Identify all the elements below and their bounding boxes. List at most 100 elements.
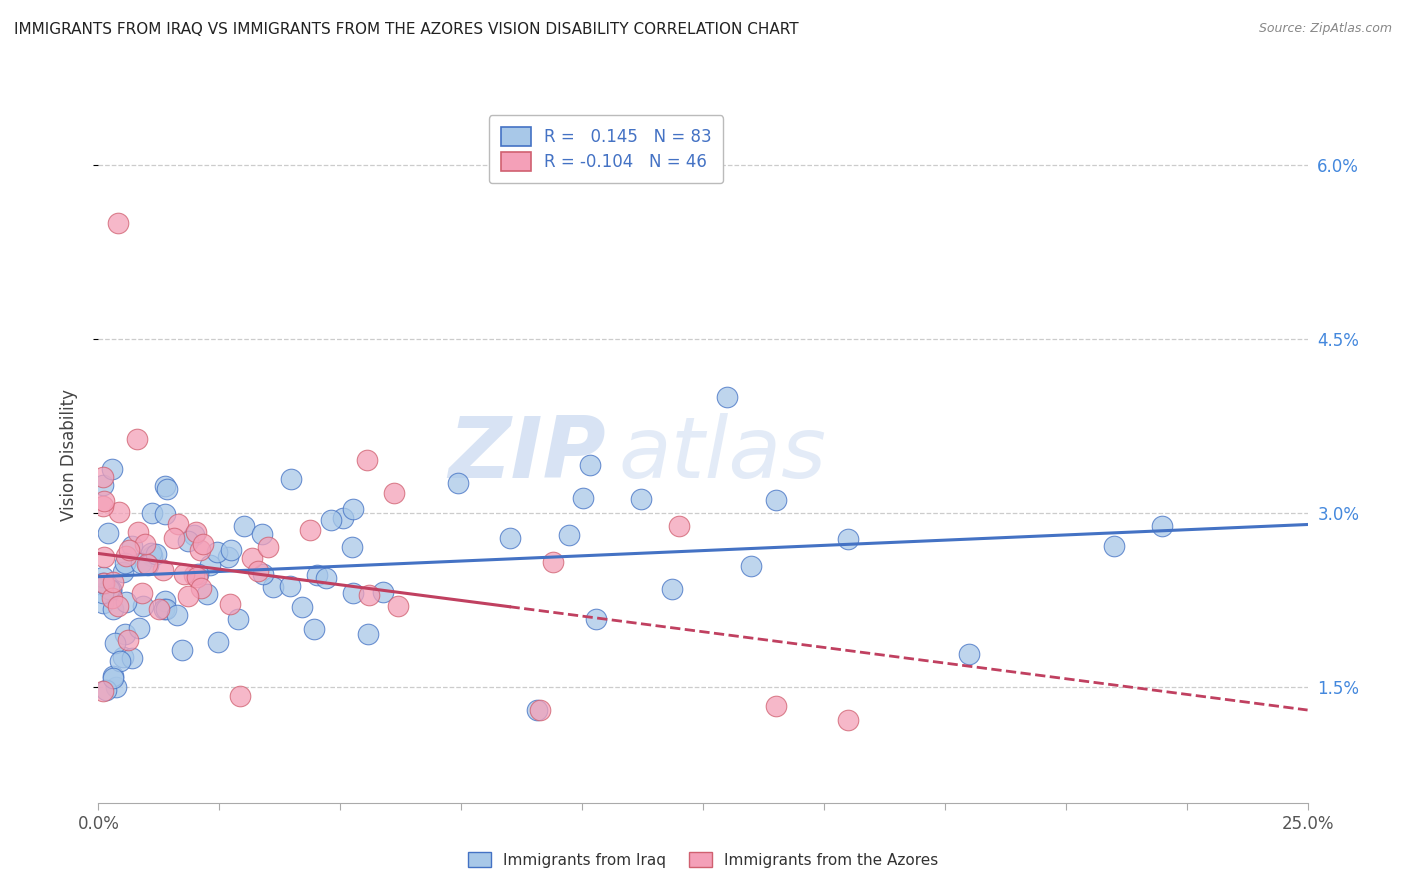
Point	[262, 580, 284, 594]
Point	[190, 582, 212, 596]
Point	[529, 702, 551, 716]
Point	[837, 713, 859, 727]
Point	[250, 527, 273, 541]
Point	[129, 557, 152, 571]
Point	[100, 582, 122, 597]
Point	[319, 512, 342, 526]
Point	[114, 627, 136, 641]
Point	[93, 549, 115, 564]
Point	[217, 550, 239, 565]
Point	[191, 537, 214, 551]
Point	[716, 390, 738, 404]
Point	[387, 599, 409, 614]
Point	[163, 531, 186, 545]
Point	[765, 492, 787, 507]
Point	[668, 519, 690, 533]
Point	[101, 669, 124, 683]
Point	[153, 594, 176, 608]
Point	[356, 453, 378, 467]
Point	[114, 595, 136, 609]
Point	[229, 689, 252, 703]
Point	[131, 585, 153, 599]
Text: atlas: atlas	[619, 413, 827, 497]
Point	[91, 576, 114, 591]
Point	[188, 543, 211, 558]
Point	[131, 599, 153, 614]
Point	[585, 612, 607, 626]
Point	[91, 570, 114, 584]
Point	[127, 525, 149, 540]
Point	[359, 588, 381, 602]
Point	[1102, 539, 1125, 553]
Point	[173, 567, 195, 582]
Point	[957, 648, 980, 662]
Point	[93, 493, 115, 508]
Point	[177, 589, 200, 603]
Point	[205, 545, 228, 559]
Point	[103, 636, 125, 650]
Point	[153, 478, 176, 492]
Point	[107, 216, 129, 230]
Point	[97, 526, 120, 541]
Point	[91, 470, 114, 484]
Point	[256, 541, 278, 555]
Point	[121, 540, 143, 554]
Point	[342, 502, 364, 516]
Point	[93, 576, 115, 591]
Point	[136, 558, 159, 572]
Point	[141, 506, 163, 520]
Point	[148, 601, 170, 615]
Point	[207, 635, 229, 649]
Point	[177, 534, 200, 549]
Point	[101, 591, 124, 605]
Point	[112, 565, 135, 579]
Point	[152, 563, 174, 577]
Point	[108, 655, 131, 669]
Point	[252, 566, 274, 581]
Point	[226, 612, 249, 626]
Point	[446, 475, 468, 490]
Point	[233, 519, 256, 533]
Point	[186, 570, 208, 584]
Point	[100, 582, 122, 597]
Point	[145, 547, 167, 561]
Y-axis label: Vision Disability: Vision Disability	[59, 389, 77, 521]
Legend: R =   0.145   N = 83, R = -0.104   N = 46: R = 0.145 N = 83, R = -0.104 N = 46	[489, 115, 724, 183]
Point	[107, 599, 129, 613]
Point	[305, 568, 328, 582]
Point	[183, 567, 205, 582]
Point	[195, 587, 218, 601]
Point	[104, 680, 127, 694]
Point	[128, 621, 150, 635]
Point	[278, 579, 301, 593]
Text: Source: ZipAtlas.com: Source: ZipAtlas.com	[1258, 22, 1392, 36]
Point	[315, 571, 337, 585]
Point	[166, 607, 188, 622]
Point	[299, 523, 322, 537]
Point	[98, 582, 121, 597]
Legend: Immigrants from Iraq, Immigrants from the Azores: Immigrants from Iraq, Immigrants from th…	[460, 844, 946, 875]
Point	[837, 532, 859, 546]
Point	[139, 546, 162, 560]
Point	[108, 505, 131, 519]
Point	[382, 486, 405, 500]
Point	[765, 699, 787, 714]
Point	[198, 558, 221, 573]
Point	[103, 671, 125, 685]
Text: ZIP: ZIP	[449, 413, 606, 497]
Point	[101, 575, 124, 590]
Point	[332, 511, 354, 525]
Point	[135, 557, 157, 571]
Point	[183, 528, 205, 542]
Point	[134, 537, 156, 551]
Point	[101, 461, 124, 475]
Point	[141, 549, 163, 563]
Point	[219, 597, 242, 611]
Point	[91, 586, 114, 600]
Point	[291, 600, 314, 615]
Point	[541, 555, 564, 569]
Point	[170, 643, 193, 657]
Point	[373, 585, 395, 599]
Point	[167, 517, 190, 532]
Point	[184, 524, 207, 539]
